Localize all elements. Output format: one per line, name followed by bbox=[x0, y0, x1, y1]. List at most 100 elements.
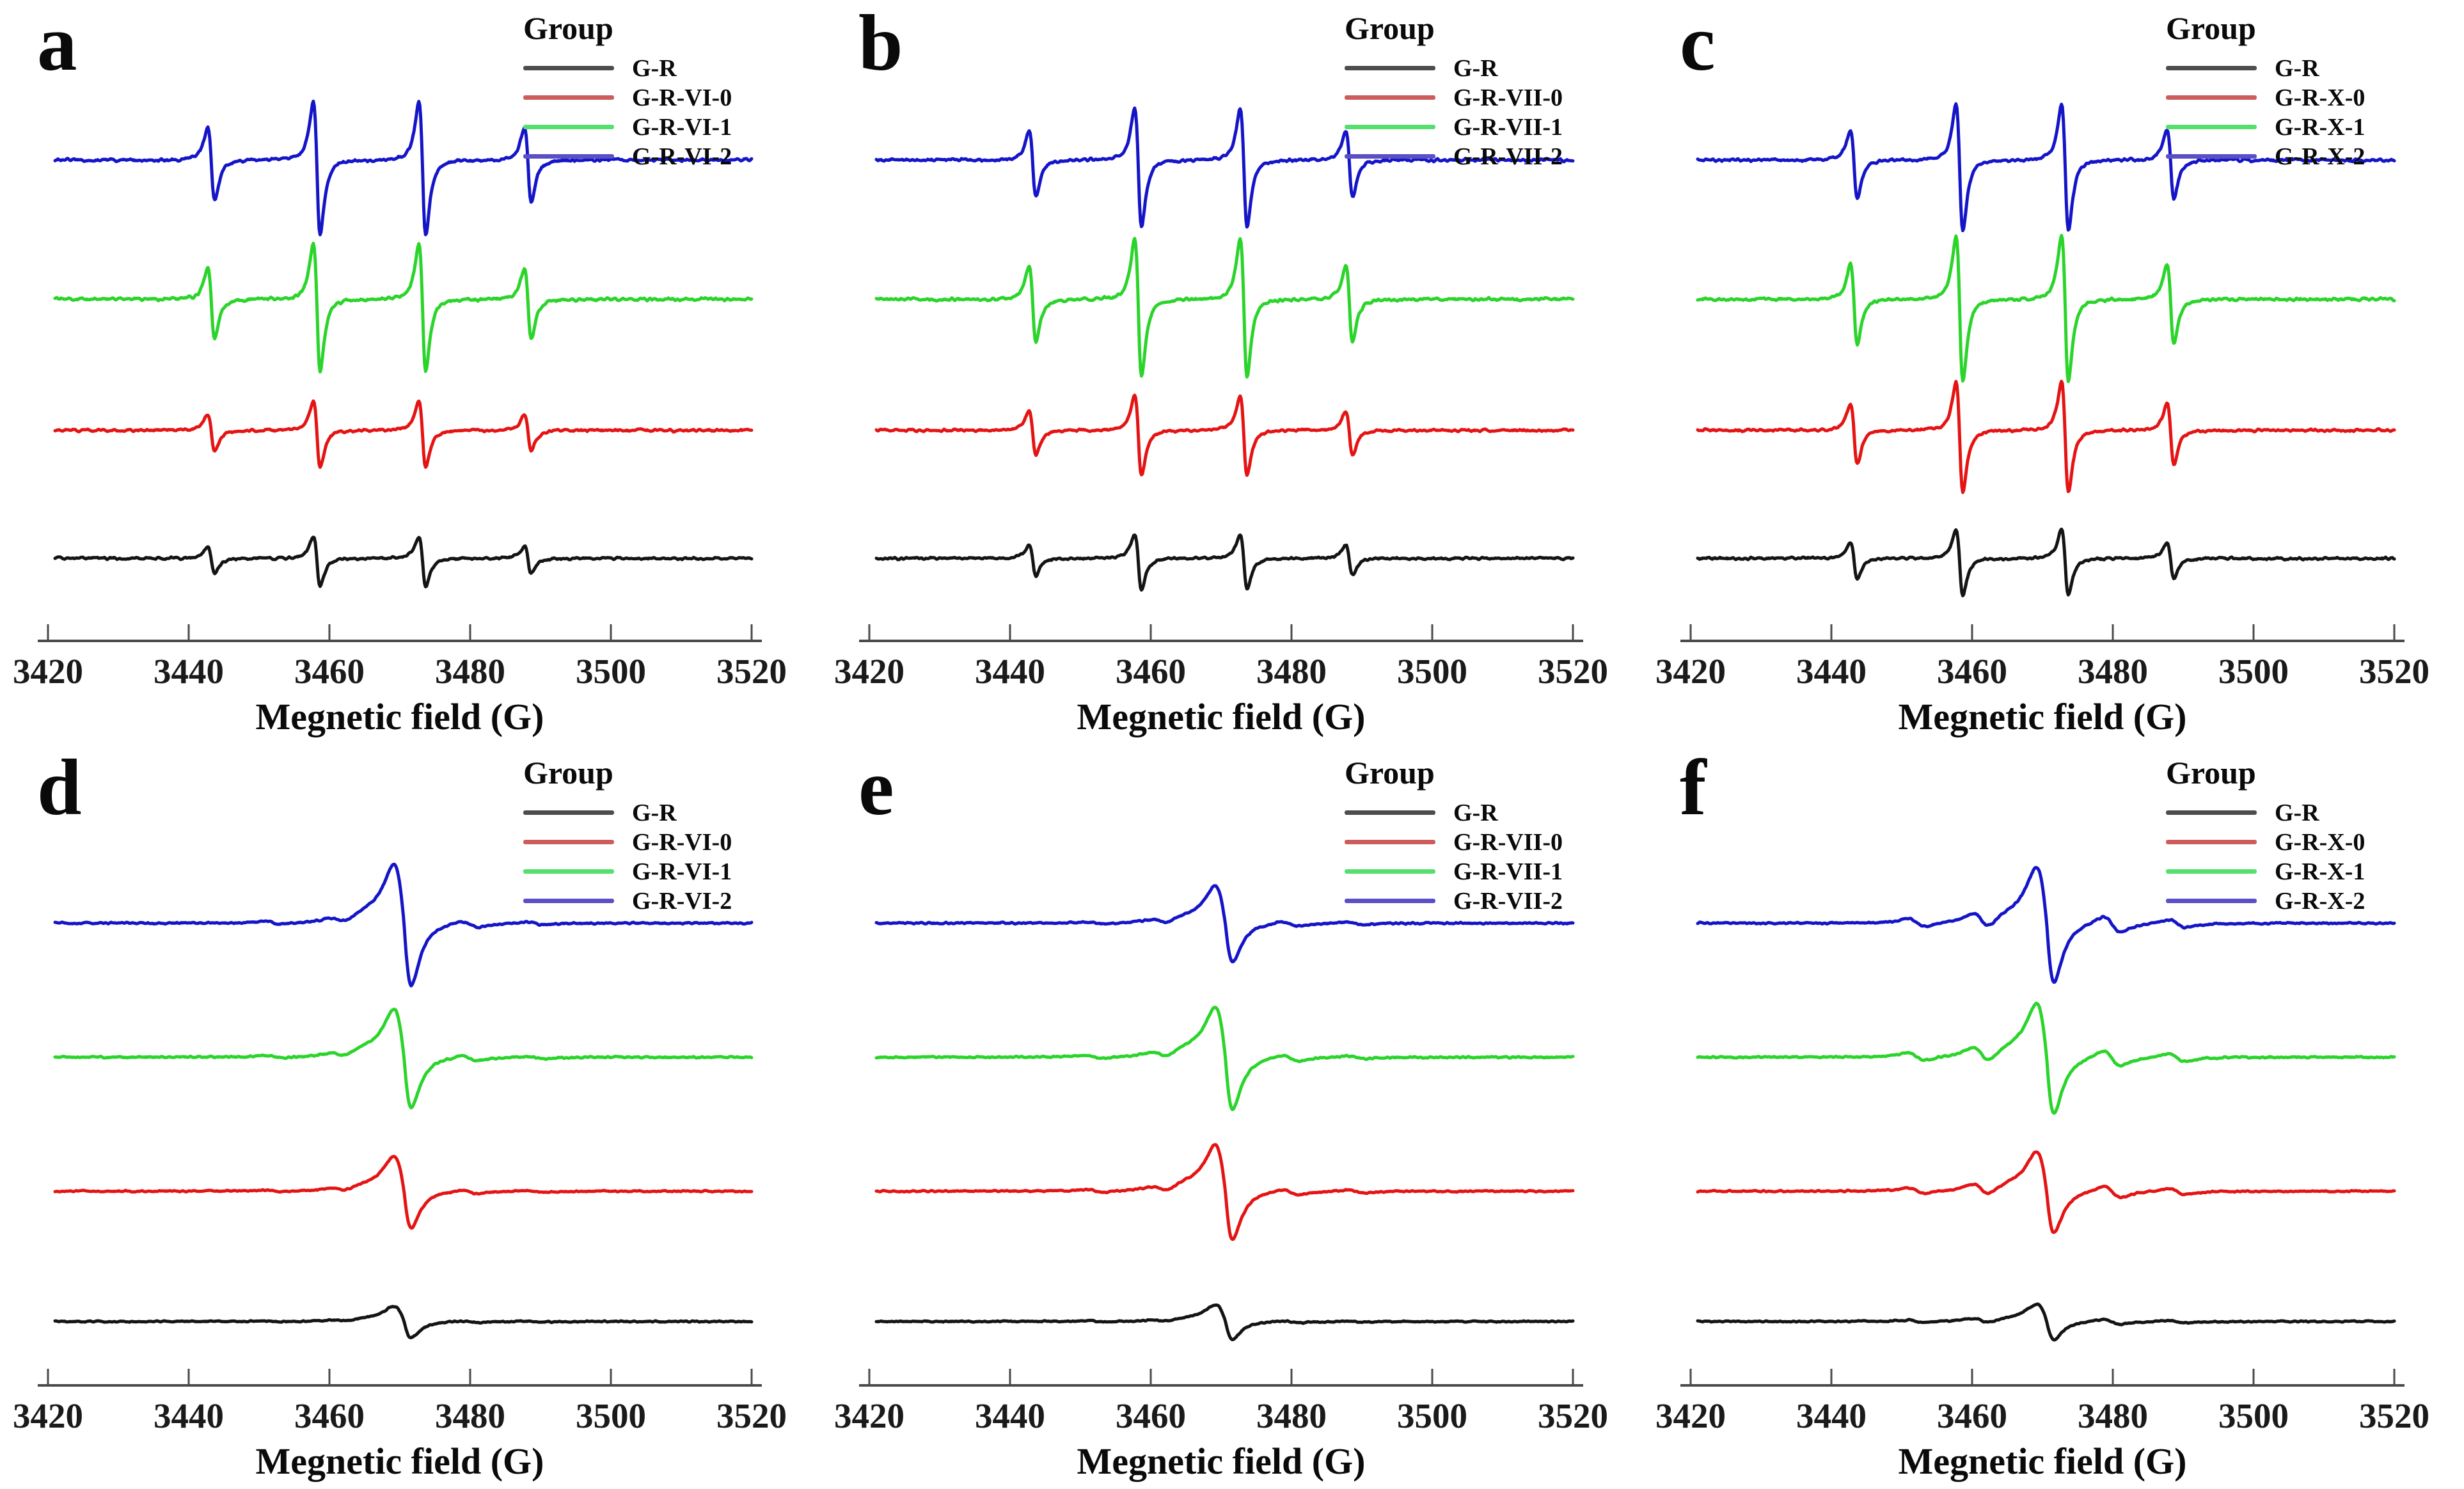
x-axis: 3420 3440 3460 3480 3500 3520 Megnetic field (… bbox=[1655, 624, 2429, 737]
legend-label: G-R-VII-2 bbox=[1453, 887, 1563, 915]
legend-title: Group bbox=[1345, 10, 1435, 46]
legend-item: G-R-VI-2 bbox=[523, 886, 805, 916]
legend-label: G-R-VII-0 bbox=[1453, 828, 1563, 856]
tick-label: 3520 bbox=[1538, 652, 1608, 691]
spectra-panel: 3420 3440 3460 3480 3500 3520 Megnetic field (… bbox=[1643, 744, 2464, 1489]
legend-item: G-R-VI-1 bbox=[523, 113, 805, 142]
spectra-plot: 3420 3440 3460 3480 3500 3520 Megnetic field (… bbox=[1655, 865, 2429, 1482]
legend-swatch-line bbox=[523, 869, 614, 874]
trace-G-R-X-2 bbox=[1696, 865, 2396, 984]
trace-G-R-VII-1 bbox=[874, 237, 1575, 379]
panel-letter: c bbox=[1680, 0, 1716, 88]
legend-item: G-R-VI-0 bbox=[523, 83, 805, 113]
x-axis-title: Megnetic field (G) bbox=[256, 696, 544, 737]
legend-swatch-line bbox=[1345, 125, 1435, 129]
spectra-panel: 3420 3440 3460 3480 3500 3520 Megnetic field (… bbox=[821, 744, 1643, 1489]
tick-label: 3420 bbox=[1655, 1396, 1726, 1435]
legend-item: G-R-X-0 bbox=[2166, 828, 2447, 857]
legend-swatch-line bbox=[2166, 66, 2257, 70]
tick-label: 3500 bbox=[2218, 1396, 2289, 1435]
trace-G-R bbox=[1696, 1302, 2396, 1342]
x-axis: 3420 3440 3460 3480 3500 3520 Megnetic field (… bbox=[834, 1369, 1608, 1482]
tick-label: 3460 bbox=[1116, 652, 1186, 691]
legend-label: G-R-X-2 bbox=[2275, 887, 2365, 915]
tick-label: 3420 bbox=[834, 1396, 904, 1435]
trace-G-R bbox=[874, 1303, 1575, 1341]
legend: Group G-R G-R-VII-0 G-R-VII-1 G-R-VII-2 bbox=[1345, 10, 1626, 171]
legend-swatch-line bbox=[2166, 840, 2257, 844]
legend-swatch-line bbox=[2166, 869, 2257, 874]
legend-label: G-R-X-0 bbox=[2275, 84, 2365, 111]
legend: Group G-R G-R-X-0 G-R-X-1 G-R-X-2 bbox=[2166, 755, 2447, 916]
legend-item: G-R bbox=[1345, 54, 1626, 83]
spectra-plot: 3420 3440 3460 3480 3500 3520 Megnetic field (… bbox=[13, 862, 787, 1482]
tick-label: 3440 bbox=[154, 1396, 224, 1435]
legend: Group G-R G-R-VI-0 G-R-VI-1 G-R-VI-2 bbox=[523, 10, 805, 171]
legend-label: G-R bbox=[1453, 799, 1498, 826]
trace-G-R-VI-0 bbox=[53, 1154, 754, 1230]
tick-label: 3440 bbox=[1796, 1396, 1867, 1435]
legend-item: G-R-VI-0 bbox=[523, 828, 805, 857]
legend-label: G-R-VI-2 bbox=[632, 143, 732, 170]
tick-label: 3460 bbox=[1937, 1396, 2007, 1435]
legend-item: G-R-VII-0 bbox=[1345, 828, 1626, 857]
legend-label: G-R-X-2 bbox=[2275, 143, 2365, 170]
legend-title: Group bbox=[523, 755, 613, 791]
legend-item: G-R-VII-2 bbox=[1345, 142, 1626, 171]
panel-letter: d bbox=[37, 744, 82, 832]
legend-title: Group bbox=[2166, 10, 2256, 46]
legend-item: G-R-X-2 bbox=[2166, 142, 2447, 171]
legend-label: G-R-X-0 bbox=[2275, 828, 2365, 856]
spectra-panel: 3420 3440 3460 3480 3500 3520 Megnetic field (… bbox=[0, 744, 821, 1489]
tick-label: 3480 bbox=[1256, 652, 1327, 691]
x-axis-title: Megnetic field (G) bbox=[1077, 696, 1366, 737]
trace-G-R-X-1 bbox=[1696, 1001, 2396, 1115]
panel-letter: a bbox=[37, 0, 77, 88]
trace-G-R-X-1 bbox=[1696, 233, 2396, 383]
trace-G-R-VII-1 bbox=[874, 1005, 1575, 1112]
tick-label: 3520 bbox=[2359, 652, 2429, 691]
legend-item: G-R-VI-2 bbox=[523, 142, 805, 171]
trace-G-R-X-0 bbox=[1696, 1150, 2396, 1234]
trace-G-R-VI-2 bbox=[53, 862, 754, 988]
legend-swatch-line bbox=[1345, 869, 1435, 874]
tick-label: 3420 bbox=[834, 652, 904, 691]
legend-swatch-line bbox=[2166, 810, 2257, 815]
tick-label: 3420 bbox=[13, 652, 83, 691]
legend-label: G-R-VII-0 bbox=[1453, 84, 1563, 111]
trace-G-R-VII-2 bbox=[874, 106, 1575, 229]
legend-item: G-R-VI-1 bbox=[523, 857, 805, 886]
tick-label: 3480 bbox=[1256, 1396, 1327, 1435]
tick-label: 3500 bbox=[1397, 652, 1467, 691]
legend-label: G-R-VII-2 bbox=[1453, 143, 1563, 170]
legend-label: G-R bbox=[632, 799, 677, 826]
legend-title: Group bbox=[2166, 755, 2256, 791]
legend-item: G-R bbox=[2166, 798, 2447, 828]
trace-G-R-VII-0 bbox=[874, 393, 1575, 477]
legend-item: G-R bbox=[1345, 798, 1626, 828]
legend-swatch-line bbox=[1345, 95, 1435, 100]
legend-label: G-R-VII-1 bbox=[1453, 113, 1563, 141]
legend-item: G-R bbox=[523, 54, 805, 83]
trace-G-R bbox=[53, 1305, 754, 1339]
legend-label: G-R bbox=[1453, 54, 1498, 82]
legend-label: G-R-VI-0 bbox=[632, 828, 732, 856]
tick-label: 3440 bbox=[975, 652, 1045, 691]
x-axis: 3420 3440 3460 3480 3500 3520 Megnetic field (… bbox=[834, 624, 1608, 737]
legend: Group G-R G-R-VII-0 G-R-VII-1 G-R-VII-2 bbox=[1345, 755, 1626, 916]
trace-G-R bbox=[874, 533, 1575, 592]
trace-G-R-VI-0 bbox=[53, 399, 754, 469]
legend-swatch-line bbox=[523, 840, 614, 844]
legend-swatch-line bbox=[1345, 899, 1435, 903]
trace-G-R-VI-1 bbox=[53, 241, 754, 374]
legend-label: G-R-VI-1 bbox=[632, 858, 732, 885]
spectra-panel: 3420 3440 3460 3480 3500 3520 Megnetic field (… bbox=[821, 0, 1643, 744]
legend-label: G-R-VII-1 bbox=[1453, 858, 1563, 885]
legend-swatch-line bbox=[1345, 810, 1435, 815]
panel-letter: b bbox=[858, 0, 903, 88]
legend-label: G-R bbox=[2275, 54, 2319, 82]
legend-label: G-R-X-1 bbox=[2275, 858, 2365, 885]
legend-item: G-R-X-1 bbox=[2166, 857, 2447, 886]
legend-swatch-line bbox=[2166, 154, 2257, 159]
trace-G-R-VI-1 bbox=[53, 1007, 754, 1110]
